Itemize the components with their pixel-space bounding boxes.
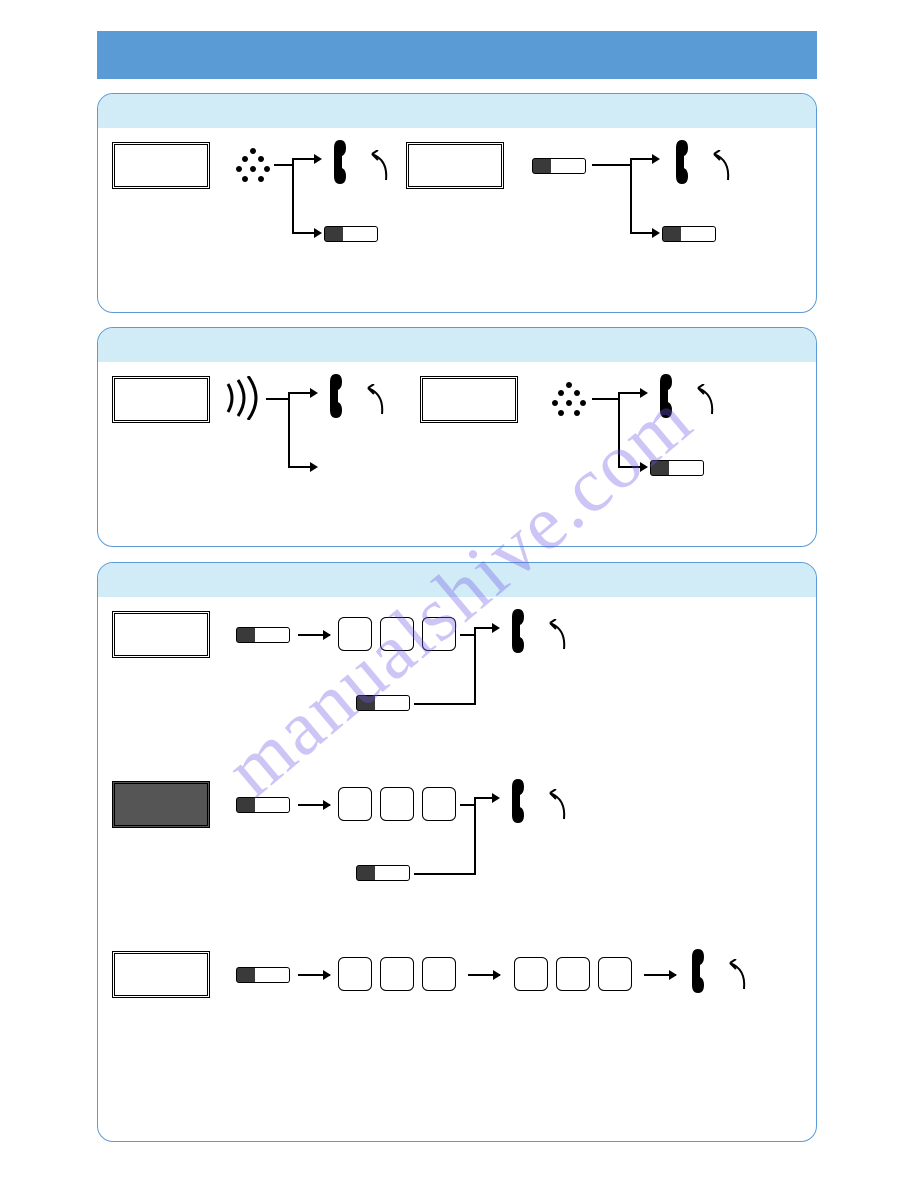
function-key xyxy=(356,865,410,881)
connector xyxy=(414,873,474,875)
arrow-right-icon xyxy=(298,974,330,976)
panel-2-body xyxy=(98,362,816,547)
dial-digit xyxy=(514,957,548,991)
handset-icon xyxy=(688,947,724,995)
lift-arrow-icon xyxy=(546,789,570,823)
function-key xyxy=(650,460,704,476)
dial-digit xyxy=(598,957,632,991)
panel-3 xyxy=(97,562,817,1142)
connector xyxy=(474,627,476,705)
lcd-display xyxy=(406,142,504,189)
dial-digit xyxy=(338,957,372,991)
arrowhead-icon xyxy=(652,228,660,238)
lift-arrow-icon xyxy=(726,959,750,993)
handset-icon xyxy=(656,372,692,420)
arrowhead-icon xyxy=(492,623,500,633)
connector xyxy=(288,392,290,468)
connector xyxy=(460,804,474,806)
arrowhead-icon xyxy=(652,154,660,164)
lift-arrow-icon xyxy=(546,619,570,653)
connector xyxy=(474,797,476,875)
connector xyxy=(630,232,652,234)
connector xyxy=(474,627,492,629)
panel-1 xyxy=(97,93,817,313)
connector xyxy=(266,398,288,400)
connector xyxy=(292,232,314,234)
lcd-display xyxy=(420,376,518,423)
panel-3-body xyxy=(98,597,816,1142)
arrow-right-icon xyxy=(644,974,676,976)
panel-1-body xyxy=(98,128,816,313)
dial-digit xyxy=(380,957,414,991)
dial-digit xyxy=(380,617,414,651)
function-key xyxy=(236,797,290,813)
connector xyxy=(414,703,474,705)
lift-arrow-icon xyxy=(710,150,734,184)
arrow-right-icon xyxy=(298,804,330,806)
panel-2-header xyxy=(98,328,816,362)
arrowhead-icon xyxy=(314,154,322,164)
connector xyxy=(630,158,652,160)
handset-icon xyxy=(330,138,366,186)
connector xyxy=(292,158,294,234)
dial-digit xyxy=(422,617,456,651)
connector xyxy=(274,164,292,166)
connector xyxy=(618,392,620,468)
function-key xyxy=(236,967,290,983)
connector xyxy=(288,392,310,394)
dial-digit xyxy=(422,957,456,991)
dial-digit xyxy=(338,617,372,651)
arrow-right-icon xyxy=(298,634,330,636)
connector xyxy=(474,797,492,799)
lift-arrow-icon xyxy=(364,384,388,418)
arrowhead-icon xyxy=(310,388,318,398)
connector xyxy=(592,398,618,400)
arrowhead-icon xyxy=(492,793,500,803)
arrowhead-icon xyxy=(310,462,318,472)
arrowhead-icon xyxy=(640,388,648,398)
lift-arrow-icon xyxy=(694,384,718,418)
connector xyxy=(460,634,474,636)
function-key xyxy=(236,627,290,643)
dial-digit xyxy=(380,787,414,821)
function-key xyxy=(662,226,716,242)
sound-wave-icon xyxy=(222,376,262,425)
function-key xyxy=(324,226,378,242)
panel-2 xyxy=(97,327,817,547)
dial-digit xyxy=(338,787,372,821)
arrowhead-icon xyxy=(314,228,322,238)
handset-icon xyxy=(672,138,708,186)
function-key xyxy=(356,695,410,711)
connector xyxy=(618,466,640,468)
handset-icon xyxy=(326,372,362,420)
connector xyxy=(292,158,314,160)
function-key xyxy=(532,158,586,174)
lcd-display xyxy=(112,951,210,998)
lcd-display xyxy=(112,142,210,189)
lift-arrow-icon xyxy=(368,150,392,184)
connector xyxy=(630,158,632,234)
page-banner xyxy=(97,31,817,79)
dial-digit xyxy=(556,957,590,991)
lcd-display xyxy=(112,376,210,423)
arrow-right-icon xyxy=(468,974,500,976)
handset-icon xyxy=(508,607,544,655)
connector xyxy=(288,466,310,468)
arrowhead-icon xyxy=(640,462,648,472)
panel-3-header xyxy=(98,563,816,597)
lcd-display xyxy=(112,611,210,658)
lcd-display-active xyxy=(112,781,210,828)
connector xyxy=(592,164,630,166)
speaker-dots-icon xyxy=(552,380,592,420)
handset-icon xyxy=(508,777,544,825)
connector xyxy=(618,392,640,394)
speaker-dots-icon xyxy=(236,146,276,186)
panel-1-header xyxy=(98,94,816,128)
dial-digit xyxy=(422,787,456,821)
